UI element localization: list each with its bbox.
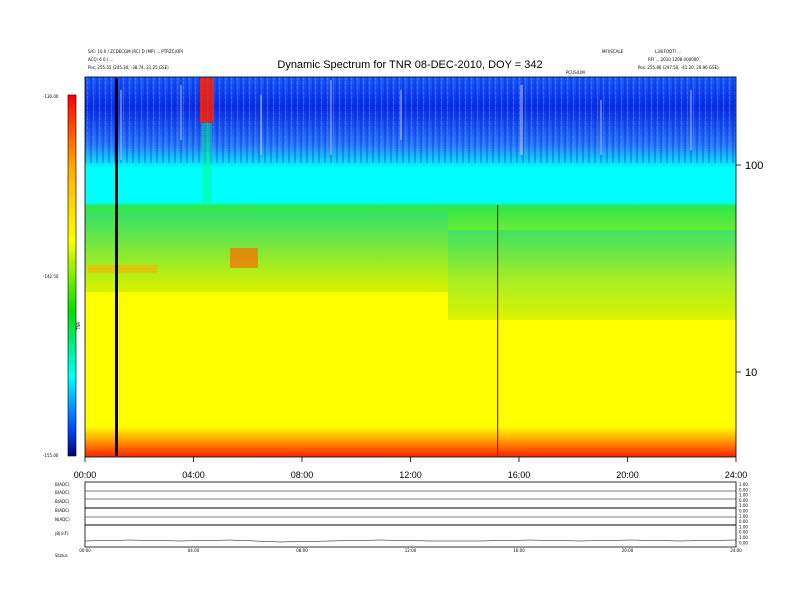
chart-title: Dynamic Spectrum for TNR 08-DEC-2010, DO… [277,59,542,71]
lower-panel-right-tick: 1.00 [739,514,748,519]
spectrogram-orange-patch [230,248,258,268]
header-left-line-2: ACQ: 6 0 / ... [88,57,113,62]
spectrogram-data-gap-line [115,78,118,456]
lower-panel-x-tick: 12:00 [405,548,417,553]
spectrogram-green-plateau [85,212,448,292]
y-tick-10: 10 [745,367,757,379]
lower-panel-x-tick: 20:00 [622,548,634,553]
colorbar-title: TNR [76,322,81,331]
colorbar-label-bottom: -155.00 [43,453,59,458]
colorbar-label-mid: -142.50 [43,274,59,279]
lower-panel-right-tick: 1.00 [739,524,748,529]
header-left-line-1: S/C: 10.0 / ZCDECGM (RC) D (MP) ... PTRZ… [88,49,184,54]
x-axis-ticks: 00:00 04:00 08:00 12:00 16:00 20:00 24:00 [74,457,748,480]
lower-panel-x-tick: 08:00 [296,548,308,553]
lower-panel-x-tick: 04:00 [188,548,200,553]
lower-panel-right-tick: 0.00 [739,498,748,503]
lower-panel: B(ADC) B(ADC) B(ADC) B(ADC) N(ADC) |B|(nT) Sta… [55,481,748,558]
lower-panel-x-tick: 16:00 [513,548,525,553]
x-tick-label: 20:00 [616,470,639,480]
header-right-line-1: MFI/SCALE [602,49,624,54]
spectrogram-green-late [448,230,736,320]
lower-panel-right-tick: 1.00 [739,493,748,498]
header-right-top-label: PCUS/LIM [566,70,585,75]
x-tick-label: 24:00 [725,470,748,480]
lower-panel-x-tick: 00:00 [79,548,91,553]
lower-panel-right-tick: 0.00 [739,509,748,514]
spectrogram-red-line [497,205,499,455]
spectrogram-burst-tail [202,123,212,203]
lower-panel-right-tick: 1.00 [739,482,748,487]
x-tick-label: 08:00 [291,470,314,480]
header-right-line-4: Pos: 255.86 (247.50, -41.20, 20.96 GSE) [638,65,719,70]
spectrogram-noise-texture [85,77,736,163]
lower-panel-label: B(ADC) [55,499,70,504]
header-left-line-3: Pos: 255.55 (245.30, -38.74, 21.25 GSE) [88,65,169,70]
lower-panel-label: N(ADC) [55,517,70,522]
y-tick-100: 100 [745,160,763,172]
x-tick-label: 16:00 [508,470,531,480]
lower-panel-right-tick: 0.00 [739,530,748,535]
lower-panel-right-tick: 1.00 [739,503,748,508]
header-right-line-2: L3/EFOOT/ ... [655,49,681,54]
lower-panel-label: B(ADC) [55,482,70,487]
colorbar [67,94,77,457]
lower-panel-right-tick: 0.00 [739,540,748,545]
spectrogram [84,76,737,458]
lower-panel-x-tick: 24:00 [730,548,742,553]
lower-panel-label: Status [55,553,68,558]
colorbar-label-top: -130.00 [43,94,59,99]
spectrogram-streaks [120,80,692,160]
spectrogram-orange-band [88,265,158,273]
header-right-line-3: RFI ... 2010 1208 000000 [648,57,699,62]
lower-panel-right-tick: 0.00 [739,487,748,492]
lower-panel-label: B(ADC) [55,508,70,513]
x-tick-label: 12:00 [399,470,422,480]
spectrogram-red-burst [200,78,214,123]
lower-panel-right-tick: 1.00 [739,535,748,540]
lower-panel-label: B(ADC) [55,490,70,495]
x-tick-label: 04:00 [182,470,205,480]
x-tick-label: 00:00 [74,470,97,480]
lower-panel-right-tick: 0.00 [739,519,748,524]
lower-panel-frame [84,481,737,548]
lower-panel-label: |B|(nT) [55,531,69,536]
